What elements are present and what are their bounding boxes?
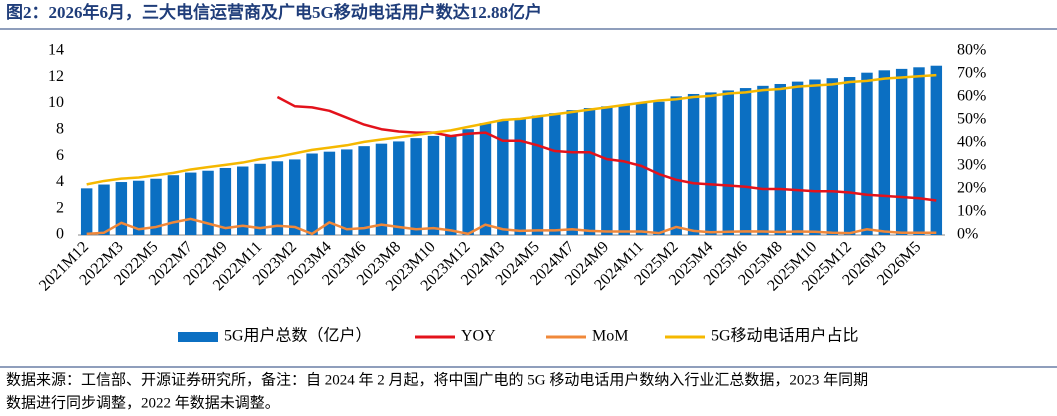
bar: [601, 106, 613, 236]
y-tick-label: 4: [56, 173, 64, 190]
y-tick-label: 14: [48, 42, 64, 59]
y2-tick-label: 60%: [957, 88, 986, 105]
bar: [393, 141, 405, 235]
bar: [826, 78, 839, 235]
y2-tick-label: 10%: [957, 203, 986, 220]
note-line: 数据来源：工信部、开源证券研究所，备注：自 2024 年 2 月起，将中国广电的…: [6, 371, 868, 388]
y-tick-label: 2: [56, 199, 64, 216]
bar: [653, 101, 665, 235]
bar: [670, 96, 682, 235]
legend-swatch: [178, 332, 218, 342]
bar: [184, 172, 197, 235]
legend-label: 5G移动电话用户占比: [711, 327, 859, 345]
y2-tick-label: 70%: [957, 65, 986, 82]
bar: [237, 166, 249, 235]
bar: [167, 175, 180, 235]
bar: [549, 113, 561, 235]
bar: [358, 146, 370, 235]
bar: [445, 135, 457, 235]
bar: [705, 92, 717, 236]
bar: [635, 102, 648, 235]
bar: [618, 104, 630, 236]
y2-tick-label: 30%: [957, 157, 986, 174]
bar: [219, 167, 232, 235]
bar: [583, 108, 596, 235]
bar: [375, 143, 388, 235]
line: [86, 217, 937, 236]
bar: [254, 163, 266, 235]
y2-tick-label: 50%: [957, 111, 986, 128]
bar: [687, 93, 700, 235]
y2-tick-label: 40%: [957, 134, 986, 151]
chart-title: 图2：2026年6月，三大电信运营商及广电5G移动电话用户数达12.88亿户: [6, 2, 542, 22]
note-line: 数据进行同步调整，2022 年数据未调整。: [6, 394, 280, 411]
y2-tick-label: 80%: [957, 42, 986, 59]
bar: [878, 70, 891, 235]
bar: [895, 68, 908, 235]
bar: [462, 129, 474, 235]
line: [276, 95, 937, 202]
bar: [566, 110, 578, 235]
legend-label: YOY: [461, 328, 496, 345]
bar: [843, 77, 856, 235]
bar: [913, 67, 925, 235]
bar: [410, 138, 422, 235]
bar: [930, 65, 943, 235]
bar: [497, 120, 509, 235]
bar: [323, 151, 336, 235]
bar: [479, 123, 492, 235]
bar: [791, 81, 804, 235]
bar: [757, 85, 769, 235]
y2-tick-label: 0%: [957, 226, 978, 243]
bar: [774, 83, 786, 235]
bar: [809, 79, 821, 236]
bar: [306, 153, 318, 235]
line: [86, 73, 937, 186]
legend-label: 5G用户总数（亿户）: [224, 327, 372, 345]
bar: [132, 180, 145, 235]
bar: [739, 88, 752, 235]
y-tick-label: 10: [48, 94, 64, 111]
bar: [202, 170, 214, 235]
bar: [722, 90, 734, 235]
bar: [271, 161, 284, 235]
bar: [427, 135, 440, 235]
y-tick-label: 0: [56, 226, 64, 243]
bar: [289, 159, 301, 235]
bar: [150, 178, 162, 235]
y2-tick-label: 20%: [957, 180, 986, 197]
legend-label: MoM: [592, 328, 628, 345]
bar: [861, 72, 873, 235]
bar: [514, 118, 526, 235]
y-tick-label: 6: [56, 147, 64, 164]
y-tick-label: 12: [48, 68, 64, 85]
bar: [341, 149, 353, 235]
y-tick-label: 8: [56, 121, 64, 138]
bar: [80, 188, 93, 235]
bar: [531, 115, 544, 235]
bar: [115, 182, 128, 235]
x-tick-label: 2021M12: [36, 238, 92, 294]
bar: [98, 184, 110, 235]
